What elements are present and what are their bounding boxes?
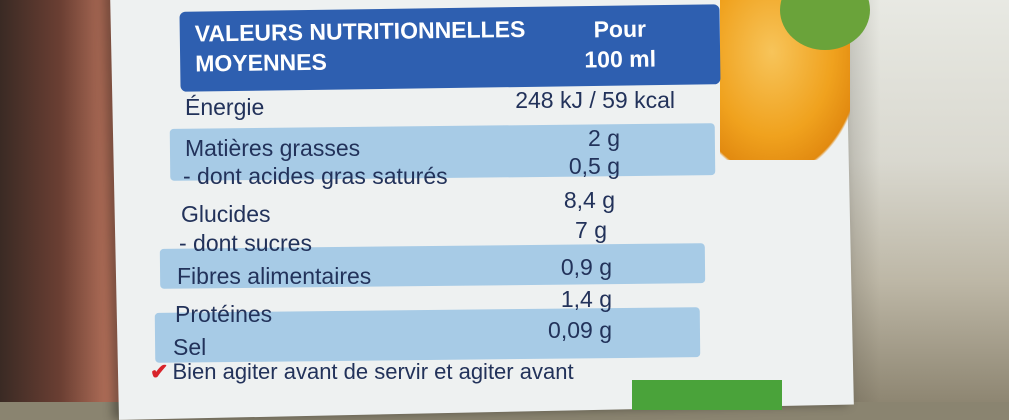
- nutrient-label-carbs: Glucides: [181, 201, 271, 227]
- check-icon: ✔: [150, 359, 169, 384]
- unit-line-1: Pour: [593, 15, 647, 43]
- green-label: [632, 380, 782, 410]
- nutrient-value-carbs: 8,4 g: [563, 187, 615, 213]
- nutrient-label-fibre: Fibres alimentaires: [177, 263, 372, 289]
- nutrient-label-salt: Sel: [173, 334, 207, 360]
- nutrient-value-saturates: 0,5 g: [568, 153, 620, 179]
- shake-instruction: ✔ Bien agiter avant de servir et agiter a…: [150, 358, 574, 386]
- nutrient-label-protein: Protéines: [175, 301, 273, 327]
- nutrient-value-fat: 2 g: [588, 125, 620, 151]
- nutrient-value-protein: 1,4 g: [560, 286, 612, 312]
- shake-instruction-text: Bien agiter avant de servir et agiter av…: [172, 359, 574, 384]
- nutrient-value-sugars: 7 g: [575, 217, 607, 243]
- title-line-2: MOYENNES: [195, 48, 328, 77]
- nutrient-label-energy: Énergie: [185, 94, 265, 120]
- title-line-1: VALEURS NUTRITIONNELLES: [194, 15, 526, 47]
- nutrient-label-fat: Matières grasses: [185, 135, 361, 161]
- table-title: VALEURS NUTRITIONNELLES MOYENNES: [195, 13, 556, 78]
- nutrient-label-saturates: - dont acides gras saturés: [183, 163, 448, 189]
- nutrient-value-salt: 0,09 g: [548, 317, 612, 343]
- unit-line-2: 100 ml: [584, 45, 657, 73]
- unit-header: Pour 100 ml: [560, 13, 681, 75]
- nutrient-value-fibre: 0,9 g: [560, 254, 612, 280]
- nutrient-value-energy: 248 kJ / 59 kcal: [515, 87, 675, 113]
- nutrient-label-sugars: - dont sucres: [179, 230, 312, 256]
